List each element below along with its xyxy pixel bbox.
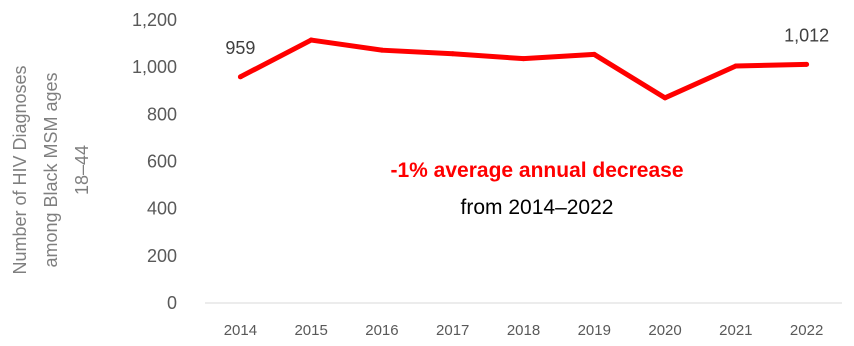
data-point xyxy=(662,95,668,101)
x-tick-label: 2017 xyxy=(436,322,469,339)
series-line xyxy=(239,37,807,101)
y-tick-label: 800 xyxy=(147,104,177,124)
x-tick-label: 2014 xyxy=(224,322,257,339)
x-tick-label: 2020 xyxy=(648,322,681,339)
y-axis-tick-labels: 0 200 400 600 800 1,000 1,200 xyxy=(132,10,177,313)
x-tick-label: 2019 xyxy=(578,322,611,339)
data-point xyxy=(308,37,314,43)
data-point xyxy=(804,61,810,67)
annotation-subtext: from 2014–2022 xyxy=(461,196,614,219)
data-label: 1,012 xyxy=(784,25,829,45)
data-point xyxy=(450,51,456,57)
data-point xyxy=(733,63,739,69)
data-point xyxy=(237,74,243,80)
x-tick-label: 2021 xyxy=(719,322,752,339)
y-axis-title: Number of HIV Diagnoses among Black MSM … xyxy=(10,65,92,274)
y-axis-title-line-3: 18–44 xyxy=(72,145,92,195)
data-point xyxy=(379,47,385,53)
x-axis-tick-labels: 2014 2015 2016 2017 2018 2019 2020 2021 2022 xyxy=(224,322,824,339)
y-tick-label: 200 xyxy=(147,246,177,266)
y-axis-title-line-2: among Black MSM ages xyxy=(41,72,61,267)
y-tick-label: 1,200 xyxy=(132,10,177,30)
x-tick-label: 2015 xyxy=(294,322,327,339)
annotation-headline: -1% average annual decrease xyxy=(391,159,684,182)
data-point xyxy=(521,56,526,62)
y-tick-label: 600 xyxy=(147,152,177,172)
x-tick-label: 2016 xyxy=(365,322,398,339)
data-point xyxy=(591,51,597,57)
data-labels: 959 1,012 xyxy=(225,25,829,57)
y-axis-title-line-1: Number of HIV Diagnoses xyxy=(10,65,30,274)
x-tick-label: 2018 xyxy=(507,322,540,339)
y-tick-label: 400 xyxy=(147,199,177,219)
y-tick-label: 1,000 xyxy=(132,57,177,77)
x-tick-label: 2022 xyxy=(790,322,823,339)
data-points xyxy=(237,37,810,101)
data-label: 959 xyxy=(225,38,255,58)
y-tick-label: 0 xyxy=(167,293,177,313)
